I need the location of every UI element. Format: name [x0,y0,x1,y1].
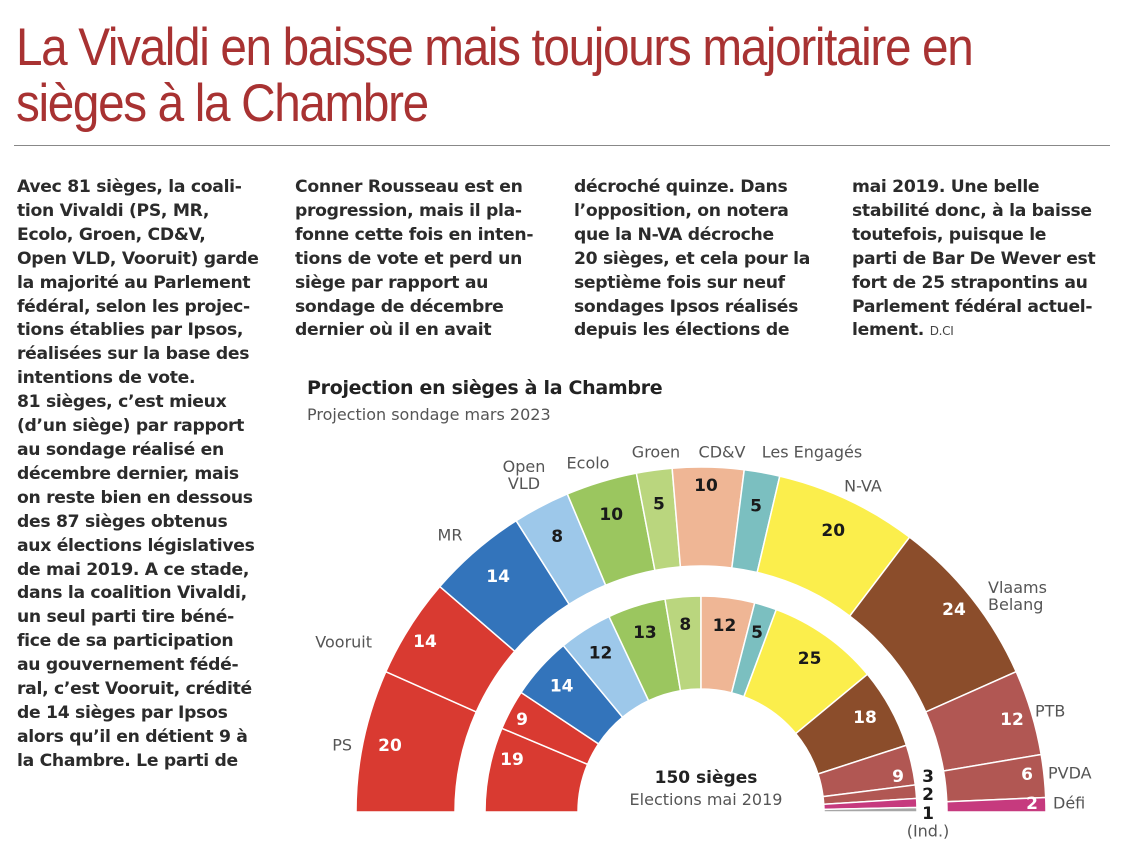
outer-value-open-vld: 8 [551,527,563,547]
article-column-3: décroché quinze. Dans l’opposition, on n… [574,176,839,343]
outer-value-vlaams-belang: 24 [942,600,966,620]
article-text: décroché quinze. Dans l’opposition, on n… [574,177,811,341]
outer-segment-d-fi [946,796,1047,813]
inner-value-les-engag-s: 5 [751,623,763,643]
party-label-pvda: PVDA [1048,764,1092,783]
outer-value-ecolo: 10 [599,505,623,525]
article-column-2: Conner Rousseau est en progression, mais… [295,176,555,343]
party-label-mr: MR [438,526,463,545]
outer-value-vooruit: 14 [413,632,437,652]
party-label-vlaams-belang: Belang [988,595,1043,614]
party-label-groen: Groen [632,443,680,462]
inner-value-ptb: 9 [892,767,904,787]
article-column-4: mai 2019. Une belle stabilité donc, à la… [852,176,1117,344]
party-label-cdandv: CD&V [699,443,746,462]
headline: La Vivaldi en baisse mais toujours major… [16,18,974,133]
inner-value-ps: 19 [500,750,524,770]
headline-divider [14,145,1110,146]
inner-value-n-va: 25 [798,649,822,669]
outer-value-ptb: 12 [1000,710,1024,730]
party-label-vlaams-belang: Vlaams [988,578,1047,597]
center-total-label: 150 sièges [655,768,758,788]
outer-value-les-engag-s: 5 [750,496,762,516]
center-subtitle-label: Elections mai 2019 [630,790,783,809]
inner-small-value-1: 2 [922,785,934,805]
article-text: Conner Rousseau est en progression, mais… [295,177,534,341]
party-label-open-vld: Open [503,457,546,476]
outer-value-n-va: 20 [821,521,845,541]
chart-title: Projection en sièges à la Chambre [307,377,663,399]
ind-label: (Ind.) [907,822,950,841]
inner-small-value-2: 1 [922,804,934,824]
party-label-ptb: PTB [1035,702,1065,721]
party-label-n-va: N-VA [844,477,882,496]
outer-value-d-fi: 2 [1026,794,1038,814]
inner-small-value-0: 3 [922,767,934,787]
outer-value-groen: 5 [653,494,665,514]
party-label-ps: PS [332,736,352,755]
inner-ring-2019 [484,595,918,813]
inner-value-mr: 14 [550,677,574,697]
article-text: mai 2019. Une belle stabilité donc, à la… [852,177,1096,341]
party-label-open-vld: VLD [508,474,540,493]
party-label-vooruit: Vooruit [315,633,372,652]
inner-value-ecolo: 13 [633,623,657,643]
inner-value-vlaams-belang: 18 [853,708,877,728]
outer-value-mr: 14 [486,567,510,587]
inner-value-groen: 8 [679,615,691,635]
inner-value-cdandv: 12 [713,616,737,636]
party-label-d-fi: Défi [1053,794,1085,813]
author-credit: D.CI [929,324,954,339]
chart-subtitle: Projection sondage mars 2023 [307,405,551,424]
party-label-les-engag-s: Les Engagés [762,443,862,462]
outer-value-pvda: 6 [1021,765,1033,785]
party-label-ecolo: Ecolo [567,454,610,473]
article-column-1: Avec 81 sièges, la coali- tion Vivaldi (… [17,176,292,774]
outer-value-ps: 20 [378,736,402,756]
outer-value-cdandv: 10 [694,476,718,496]
inner-segment-ind [823,806,918,813]
article-text: Avec 81 sièges, la coali- tion Vivaldi (… [17,177,259,771]
inner-value-open-vld: 12 [589,644,613,664]
outer-ring-2023 [355,466,1047,813]
inner-value-vooruit: 9 [516,710,528,730]
